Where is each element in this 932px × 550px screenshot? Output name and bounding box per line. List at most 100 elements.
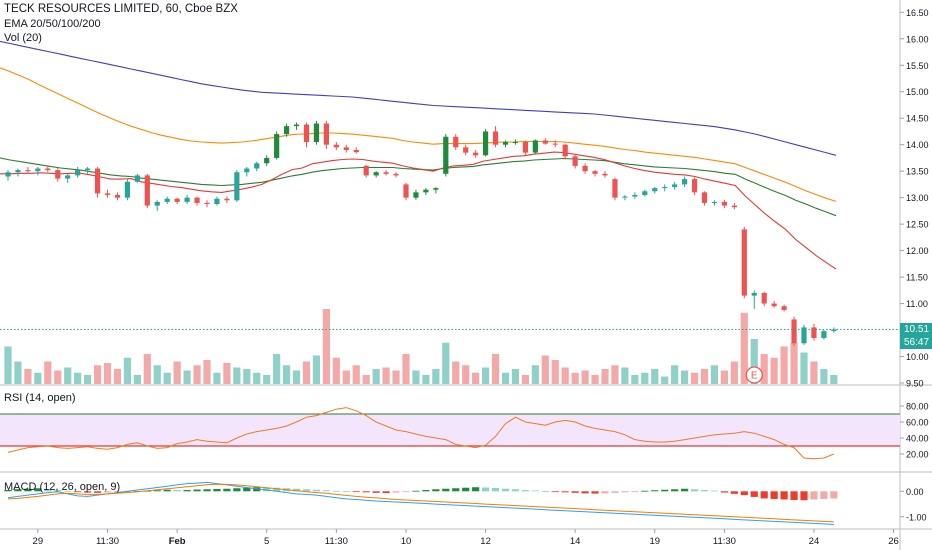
volume-bar — [103, 363, 112, 384]
volume-bar — [34, 372, 42, 384]
candle-body — [154, 201, 160, 206]
volume-bar — [631, 375, 639, 384]
macd-histogram-bar — [760, 491, 768, 499]
macd-histogram-bar — [332, 490, 340, 492]
volume-bar — [332, 357, 340, 384]
macd-histogram-bar — [362, 491, 370, 493]
price-tick-label: 11.00 — [906, 299, 928, 309]
macd-histogram-bar — [700, 490, 709, 492]
macd-histogram-bar — [54, 490, 62, 492]
candle-body — [691, 179, 698, 193]
candle-body — [771, 303, 777, 307]
earnings-marker-circle — [745, 366, 763, 384]
macd-histogram-bar — [442, 488, 450, 492]
macd-histogram-bar — [472, 487, 480, 492]
volume-bar — [44, 361, 52, 384]
candle-body — [194, 197, 200, 203]
candle-body — [124, 181, 130, 198]
macd-histogram-bar — [213, 489, 221, 492]
volume-bar — [462, 365, 470, 384]
candle-body — [682, 179, 688, 185]
macd-histogram-bar — [621, 491, 629, 493]
volume-bar — [292, 370, 301, 384]
candle-body — [711, 201, 718, 203]
candle-body — [55, 170, 61, 179]
candle-body — [831, 329, 837, 332]
candle-body — [224, 198, 230, 201]
candle-body — [134, 175, 140, 182]
volume-bar — [183, 370, 191, 384]
volume-bar — [561, 367, 569, 384]
volume-bar — [143, 354, 151, 384]
earnings-marker-label: E — [751, 371, 758, 382]
price-tick-label: 16.50 — [906, 8, 929, 18]
price-tick-label: 9.50 — [906, 379, 924, 389]
rsi-tick-label: 20.00 — [906, 450, 929, 460]
macd-histogram-bar — [482, 487, 490, 492]
candle-body — [532, 140, 538, 153]
volume-bar — [93, 365, 102, 384]
volume-bar — [541, 355, 549, 384]
macd-histogram-bar — [541, 491, 549, 492]
volume-bar — [661, 376, 669, 384]
volume-bar — [511, 369, 520, 384]
candle-body — [811, 327, 817, 338]
candle-body — [443, 136, 449, 174]
candle-body — [114, 195, 121, 198]
candle-body — [303, 124, 310, 143]
volume-bar — [203, 360, 211, 384]
candle-body — [473, 152, 479, 156]
candle-body — [652, 188, 658, 192]
price-tick-label: 14.50 — [906, 114, 929, 124]
ema200-line — [0, 40, 837, 156]
price-tick-label: 16.00 — [906, 34, 929, 44]
volume-bar — [720, 370, 728, 384]
candle-body — [672, 184, 678, 188]
candle-body — [75, 170, 81, 176]
volume-bar — [153, 365, 161, 384]
candle-body — [642, 191, 648, 195]
candle-body — [333, 144, 339, 148]
macd-histogram-bar — [4, 490, 12, 492]
volume-bar — [133, 375, 141, 384]
candle-body — [65, 175, 71, 179]
volume-bar — [392, 370, 400, 384]
time-tick-label: 26 — [888, 536, 899, 547]
macd-histogram-bar — [770, 491, 778, 499]
macd-histogram-bar — [382, 491, 390, 494]
macd-histogram-bar — [651, 490, 659, 492]
candle-body — [821, 331, 827, 338]
candle-body — [423, 189, 429, 193]
candle-body — [701, 192, 708, 203]
macd-histogram-bar — [611, 491, 619, 493]
macd-histogram-bar — [601, 491, 609, 494]
macd-histogram-bar — [641, 490, 649, 492]
macd-histogram-bar — [163, 489, 171, 492]
volume-bar — [710, 365, 719, 384]
macd-histogram-bar — [820, 491, 828, 499]
candle-body — [453, 136, 459, 148]
candle-body — [731, 205, 737, 208]
macd-histogram-bar — [681, 488, 689, 492]
macd-histogram-bar — [203, 489, 211, 492]
macd-histogram-bar — [292, 488, 301, 492]
candle-body — [413, 192, 419, 198]
macd-histogram-bar — [93, 491, 102, 493]
macd-histogram-bar — [432, 489, 440, 492]
macd-histogram-bar — [750, 491, 758, 497]
volume-bar — [482, 367, 490, 384]
volume-bar — [14, 361, 22, 384]
macd-histogram-bar — [571, 491, 579, 493]
signal-line — [7, 483, 834, 523]
candle-body — [353, 149, 359, 153]
macd-histogram-bar — [740, 491, 748, 496]
macd-histogram-bar — [790, 491, 798, 500]
candle-body — [721, 201, 727, 206]
price-tick-label: 15.50 — [906, 61, 929, 71]
time-tick-label: 11:30 — [713, 536, 736, 547]
rsi-tick-label: 40.00 — [906, 434, 929, 444]
candle-body — [274, 134, 280, 158]
macd-histogram-bar — [462, 487, 470, 492]
macd-histogram-bar — [412, 490, 420, 492]
